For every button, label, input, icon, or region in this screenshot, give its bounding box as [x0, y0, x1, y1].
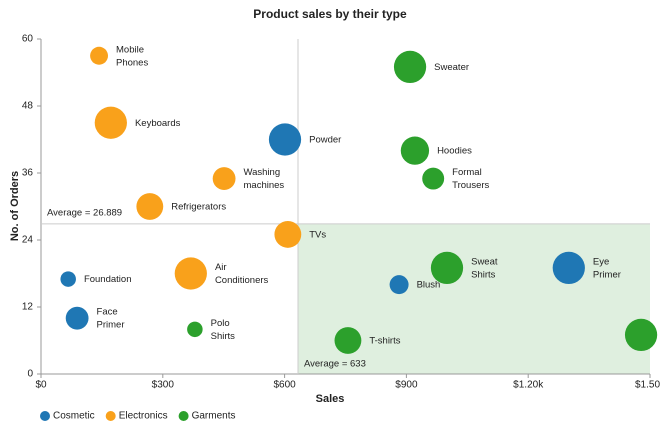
data-label: Blush: [417, 279, 441, 290]
data-label-line: Shirts: [471, 269, 496, 280]
bubble: [94, 106, 127, 139]
bubble: [430, 251, 464, 285]
data-label: Keyboards: [135, 117, 181, 128]
bubble: [174, 257, 207, 290]
y-tick-label: 48: [22, 101, 34, 112]
legend-marker: [40, 411, 50, 421]
bubble: [393, 50, 427, 84]
legend-marker: [105, 411, 116, 421]
data-label: TVs: [309, 229, 326, 240]
legend-label: Cosmetic: [53, 411, 95, 422]
data-label: Polo Shirts: [211, 317, 236, 341]
data-label: Air Conditioners: [215, 262, 269, 286]
bubble: [60, 271, 76, 287]
legend-label: Garments: [192, 411, 236, 422]
data-label: Sweater: [434, 61, 469, 72]
y-tick-label: 24: [22, 235, 34, 246]
bubble: [274, 221, 302, 248]
data-label-line: Mobile: [116, 44, 144, 55]
chart-title: Product sales by their type: [253, 7, 407, 21]
data-label: Hoodies: [437, 145, 472, 156]
y-tick-label: 60: [22, 34, 34, 45]
data-label-line: Foundation: [84, 274, 132, 285]
x-tick-label: $900: [395, 380, 418, 391]
x-tick-label: $0: [35, 380, 47, 391]
data-label: Foundation: [84, 274, 132, 285]
data-label-line: Formal: [452, 167, 482, 178]
data-label: Powder: [309, 134, 341, 145]
data-label: T-shirts: [369, 335, 400, 346]
data-label: Sweat Shirts: [471, 256, 498, 280]
data-label-line: Phones: [116, 57, 148, 68]
data-label-line: Primer: [97, 319, 125, 330]
bubble: [624, 318, 658, 352]
bubble: [187, 321, 203, 338]
bubble: [400, 136, 430, 165]
x-tick-label: $1.50k: [635, 380, 660, 391]
data-label-line: Washing: [244, 167, 281, 178]
legend-label: Electronics: [119, 411, 168, 422]
data-label-line: T-shirts: [369, 335, 400, 346]
data-label-line: Shirts: [211, 330, 236, 341]
data-label-line: Polo: [211, 317, 230, 328]
y-tick-label: 0: [27, 369, 33, 380]
bubble: [65, 306, 89, 330]
data-label-line: Trousers: [452, 180, 489, 191]
bubble: [389, 275, 409, 295]
y-tick-label: 12: [22, 302, 34, 313]
legend-marker: [178, 411, 189, 421]
bubble: [212, 167, 236, 190]
data-label: Refrigerators: [171, 201, 226, 212]
bubble: [552, 251, 585, 285]
data-label: Eye Primer: [593, 256, 621, 280]
bubble: [90, 46, 109, 65]
data-label-line: TVs: [309, 229, 326, 240]
bubble: [422, 167, 445, 190]
bubble: [268, 123, 302, 156]
data-label-line: Face: [97, 306, 118, 317]
data-label-line: Powder: [309, 134, 341, 145]
data-label-line: Air: [215, 262, 227, 273]
x-average-label: Average = 633: [304, 359, 366, 370]
data-label-line: Sweat: [471, 256, 498, 267]
data-label-line: Sweater: [434, 61, 469, 72]
data-label-line: Primer: [593, 269, 621, 280]
data-label-line: Blush: [417, 279, 441, 290]
x-tick-label: $300: [152, 380, 175, 391]
data-label-line: Hoodies: [437, 145, 472, 156]
data-label-line: Keyboards: [135, 117, 181, 128]
bubble: [136, 193, 164, 220]
y-axis-title: No. of Orders: [9, 171, 21, 241]
y-average-label: Average = 26.889: [47, 207, 122, 218]
y-tick-label: 36: [22, 168, 34, 179]
data-label-line: Eye: [593, 256, 609, 267]
x-axis-title: Sales: [316, 393, 345, 405]
data-label-line: machines: [244, 180, 285, 191]
data-label: Formal Trousers: [452, 167, 489, 191]
data-label: Washing machines: [244, 167, 285, 191]
x-tick-label: $1.20k: [513, 380, 544, 391]
data-label-line: Conditioners: [215, 275, 269, 286]
data-label: Mobile Phones: [116, 44, 148, 68]
data-label-line: Refrigerators: [171, 201, 226, 212]
x-tick-label: $600: [273, 380, 296, 391]
data-label: Face Primer: [97, 306, 125, 330]
bubble: [334, 327, 362, 354]
